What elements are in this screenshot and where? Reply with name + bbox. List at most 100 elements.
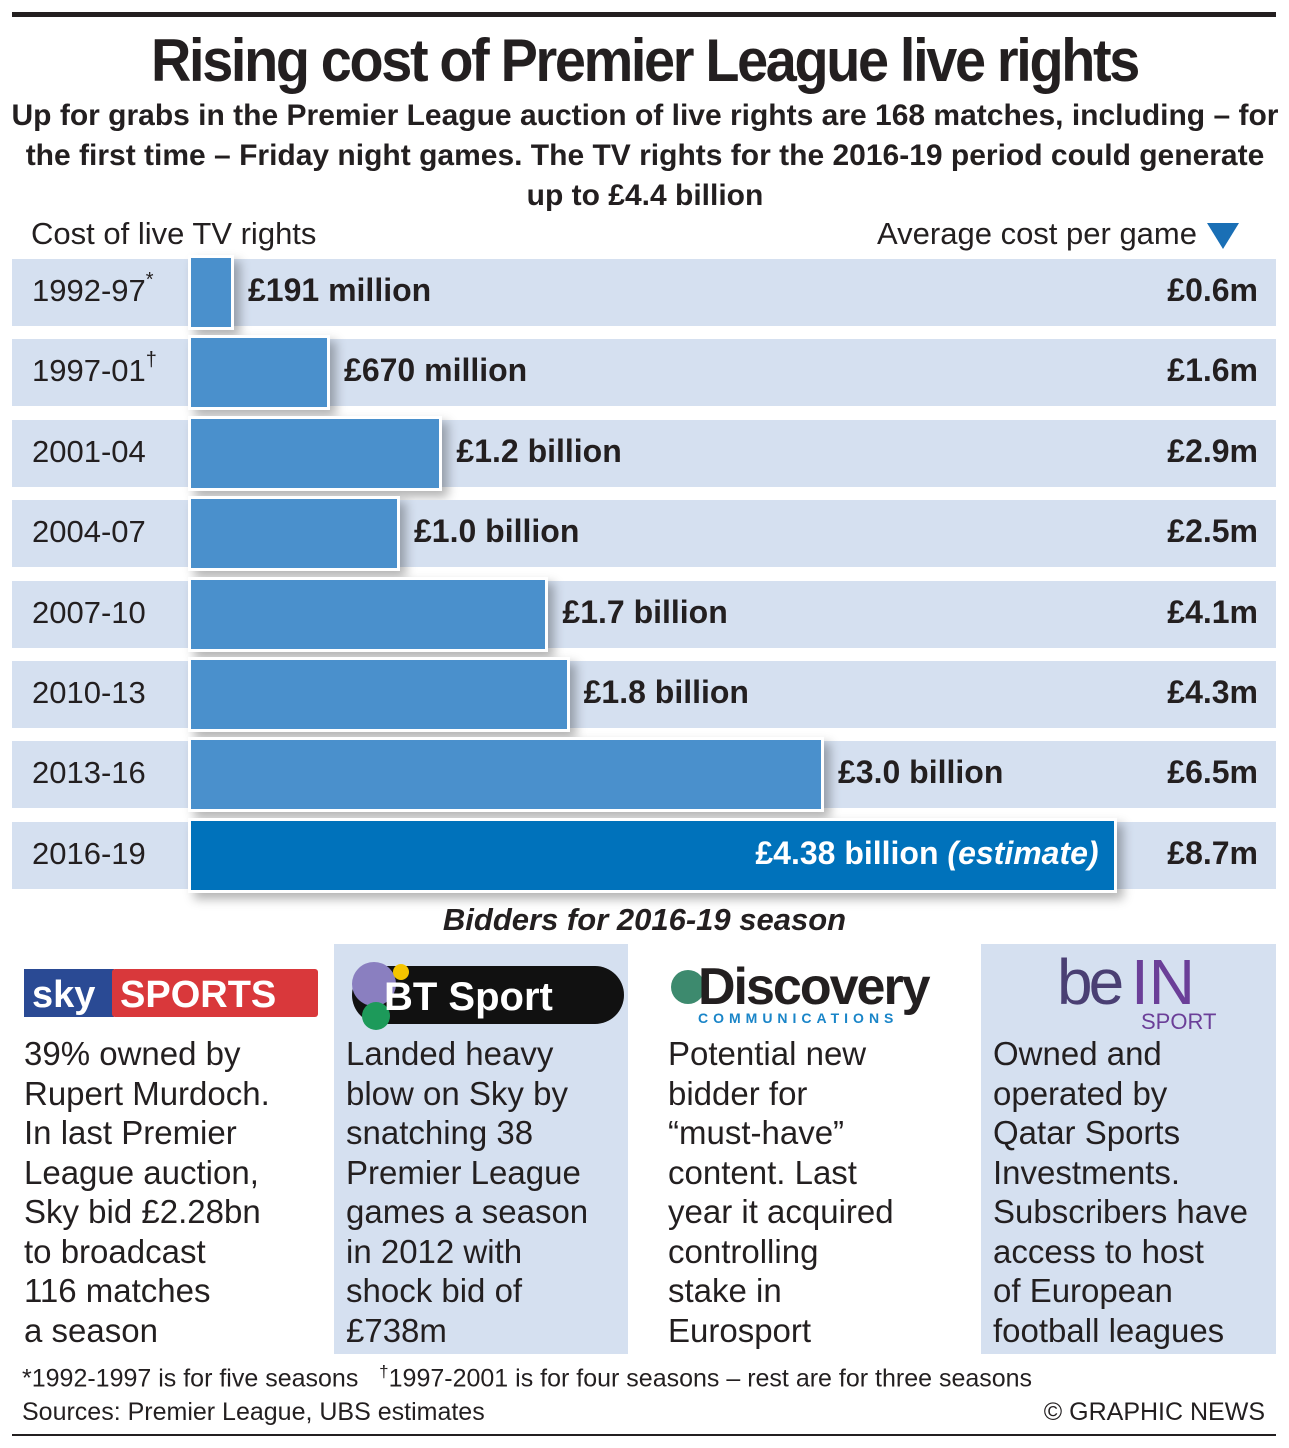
avg-cost-label: £1.6m	[1167, 352, 1258, 389]
triangle-down-icon	[1207, 222, 1239, 249]
dagger-mark: †	[379, 1362, 389, 1381]
bidder-description: Potential new bidder for “must-have” conten…	[668, 1034, 954, 1350]
period-text: 2004-07	[32, 514, 146, 550]
svg-text:IN: IN	[1131, 946, 1195, 1018]
svg-text:SPORT: SPORT	[1141, 1009, 1216, 1034]
avg-cost-label: £6.5m	[1167, 754, 1258, 791]
description-line: controlling	[668, 1232, 819, 1270]
bar	[188, 496, 400, 572]
description-line: Rupert Murdoch.	[24, 1074, 270, 1112]
description-line: of European	[993, 1272, 1173, 1309]
bidder-bt: BT Sport Landed heavy blow on Sky by snatc…	[334, 944, 628, 1354]
bar	[188, 737, 824, 813]
left-header: Cost of live TV rights	[31, 216, 317, 251]
description-line: bidder for	[668, 1074, 808, 1112]
description-line: Landed heavy	[346, 1035, 554, 1072]
bt-sport-logo: BT Sport	[346, 944, 624, 1034]
period-label: 2001-04	[32, 434, 146, 470]
bar	[188, 415, 443, 491]
description-line: Eurosport	[668, 1311, 812, 1349]
period-text: 2007-10	[32, 594, 146, 630]
footnote-mark: *	[145, 269, 154, 291]
bidder-bein: be IN SPORT Owned and operated by Qatar Spor…	[981, 944, 1276, 1354]
description-line: Subscribers have	[993, 1193, 1248, 1230]
description-line: Potential new	[668, 1035, 867, 1072]
bar	[188, 335, 331, 411]
bidder-description: 39% owned by Rupert Murdoch. In last Premi…	[24, 1034, 310, 1350]
estimate-note: (estimate)	[947, 834, 1099, 871]
description-line: a season	[24, 1311, 158, 1349]
avg-cost-label: £2.5m	[1167, 513, 1258, 550]
description-line: Investments.	[993, 1153, 1181, 1191]
description-line: to broadcast	[24, 1232, 206, 1270]
value-text: £1.7 billion	[562, 593, 728, 630]
value-label: £1.0 billion	[414, 513, 579, 550]
period-label: 2010-13	[32, 675, 146, 711]
description-line: League auction,	[24, 1153, 259, 1191]
description-line: year it acquired	[668, 1193, 894, 1230]
bar	[188, 576, 549, 652]
period-label: 2013-16	[32, 755, 146, 791]
svg-text:BT Sport: BT Sport	[384, 975, 553, 1019]
value-label: £670 million	[344, 352, 527, 389]
description-line: games a season	[346, 1193, 589, 1230]
avg-cost-label: £4.1m	[1167, 593, 1258, 630]
value-label: £1.7 billion	[562, 594, 727, 631]
avg-cost-label: £8.7m	[1167, 834, 1258, 871]
description-line: football leagues	[993, 1311, 1225, 1349]
bottom-rule	[12, 1434, 1276, 1436]
description-line: snatching 38	[346, 1114, 534, 1151]
bidder-description: Owned and operated by Qatar Sports Investme…	[993, 1034, 1264, 1350]
avg-cost-label: £0.6m	[1167, 272, 1258, 308]
description-line: Qatar Sports	[993, 1114, 1181, 1151]
right-header-label: Average cost per game	[877, 216, 1197, 251]
bar-row: 2001-04 £1.2 billion £2.9m	[12, 415, 1276, 491]
period-text: 1992-97	[32, 273, 146, 308]
value-label: £191 million	[248, 272, 431, 309]
period-text: 2016-19	[32, 835, 146, 871]
footnote-1: *1992-1997 is for five seasons	[22, 1364, 359, 1393]
bar-row: 2013-16 £3.0 billion £6.5m	[12, 737, 1276, 813]
bar-row: 2004-07 £1.0 billion £2.5m	[12, 496, 1276, 572]
footnote-mark: †	[145, 349, 157, 372]
sources: Sources: Premier League, UBS estimates	[22, 1398, 485, 1426]
sky-sports-logo: sky SPORTS	[24, 944, 318, 1034]
bar-row: 2010-13 £1.8 billion £4.3m	[12, 657, 1276, 732]
bar	[188, 657, 570, 732]
bidder-discovery: Discovery COMMUNICATIONS Potential new bid…	[656, 944, 966, 1354]
value-text: £1.8 billion	[583, 674, 749, 710]
bar-row: 2007-10 £1.7 billion £4.1m	[12, 576, 1276, 652]
description-line: 116 matches	[24, 1272, 211, 1309]
bar	[188, 255, 234, 330]
description-line: in 2012 with	[346, 1232, 523, 1270]
value-label: £3.0 billion	[838, 754, 1003, 791]
period-text: 2010-13	[32, 675, 146, 710]
period-label: 2007-10	[32, 595, 146, 631]
value-label: £1.8 billion	[584, 674, 749, 711]
svg-text:SPORTS: SPORTS	[120, 974, 276, 1016]
period-label: 2004-07	[32, 514, 146, 550]
bar	[188, 817, 1117, 893]
right-header: Average cost per game	[877, 216, 1239, 252]
description-line: 39% owned by	[24, 1035, 241, 1072]
description-line: stake in	[668, 1272, 782, 1309]
description-line: Sky bid £2.28bn	[24, 1193, 261, 1230]
avg-cost-label: £4.3m	[1167, 674, 1258, 710]
description-line: shock bid of	[346, 1272, 523, 1309]
period-label: 1992-97*	[32, 269, 154, 309]
chart-title: Rising cost of Premier League live right…	[151, 27, 1140, 94]
description-line: blow on Sky by	[346, 1074, 568, 1112]
bar-row: 1992-97* £191 million £0.6m	[12, 255, 1276, 330]
top-rule	[12, 12, 1276, 17]
description-line: operated by	[993, 1074, 1168, 1112]
period-label: 1997-01†	[32, 349, 157, 389]
value-text: £1.2 billion	[456, 432, 622, 469]
period-text: 2001-04	[32, 433, 146, 469]
description-line: Owned and	[993, 1035, 1162, 1072]
period-text: 2013-16	[32, 755, 146, 791]
value-text: £1.0 billion	[414, 513, 580, 550]
bein-sport-logo: be IN SPORT	[993, 944, 1264, 1034]
bar-row: 2016-19 £4.38 billion (estimate) £8.7m	[12, 817, 1276, 893]
description-line: In last Premier	[24, 1114, 237, 1151]
description-line: content. Last	[668, 1153, 857, 1191]
